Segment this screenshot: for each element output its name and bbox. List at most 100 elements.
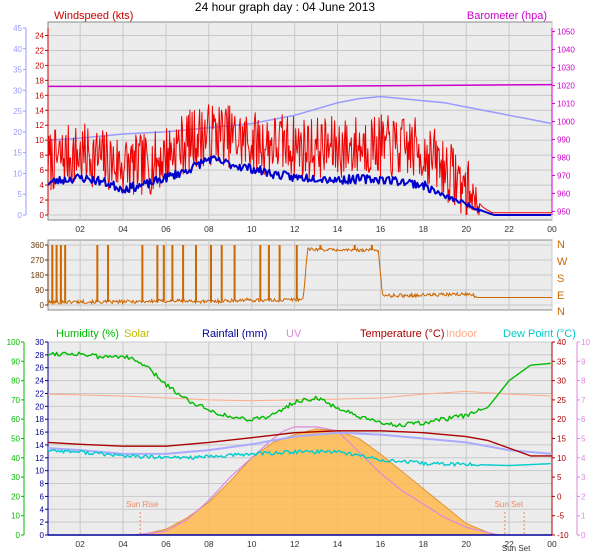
thermo-panel: 02 04 06 08 10 12 14 16 18 20 22 000102030405060708… — [7, 328, 591, 553]
y-tick-label: 60 — [11, 415, 20, 424]
y-tick-label: 28 — [35, 351, 44, 360]
thermo-legend: Humidity (%) Solar Rainfall (mm) UV Temp… — [56, 328, 576, 340]
x-tick-label: 00 — [547, 539, 557, 549]
y-tick-label: 6 — [40, 166, 45, 175]
solar-area — [140, 428, 495, 536]
x-tick-label: 18 — [419, 539, 429, 549]
y-tick-label: -5 — [557, 512, 565, 521]
y-tick-label: 960 — [557, 189, 571, 198]
y-tick-label: 970 — [557, 171, 571, 180]
y-tick-label: 2 — [40, 196, 45, 205]
y-tick-label: 6 — [40, 492, 45, 501]
y-tick-label: 1030 — [557, 64, 575, 73]
y-tick-label: 1040 — [557, 46, 575, 55]
legend-solar: Solar — [124, 328, 150, 340]
y-tick-label: 0 — [40, 211, 45, 220]
y-tick-label: 30 — [11, 473, 20, 482]
y-tick-label: 0 — [16, 531, 21, 540]
y-tick-label: 5 — [557, 473, 562, 482]
y-tick-label: 9 — [581, 357, 586, 366]
thermo-panel-axes: 02 04 06 08 10 12 14 16 18 20 22 000102030405060708… — [7, 338, 591, 549]
y-tick-label: 30 — [35, 338, 44, 347]
y-tick-label: 20 — [35, 61, 44, 70]
direction-panel-grid — [48, 240, 553, 310]
y-tick-label: 22 — [35, 46, 44, 55]
dew-point-line — [47, 449, 551, 467]
y-tick-label: 10 — [13, 169, 22, 178]
y-tick-label: 15 — [557, 435, 566, 444]
x-tick-label: 10 — [247, 224, 257, 234]
x-tick-label: 14 — [333, 539, 343, 549]
sun-event-label: Sun Set — [502, 544, 531, 553]
y-tick-label: 18 — [35, 76, 44, 85]
windspeed-average-line — [47, 155, 552, 216]
y-tick-label: 0 — [40, 531, 45, 540]
y-tick-label: 20 — [35, 402, 44, 411]
barometer-line — [48, 83, 553, 88]
y-tick-label: 950 — [557, 207, 571, 216]
x-tick-label: 16 — [376, 539, 386, 549]
x-tick-label: 14 — [333, 224, 343, 234]
y-tick-label: 4 — [40, 505, 45, 514]
y-tick-label: 0 — [18, 211, 23, 220]
y-tick-label: 8 — [581, 377, 586, 386]
y-tick-label: 180 — [31, 271, 45, 280]
y-tick-label: 20 — [13, 128, 22, 137]
compass-label-w: W — [557, 256, 568, 268]
y-tick-label: 6 — [581, 415, 586, 424]
x-tick-label: 02 — [75, 224, 85, 234]
indoor-temperature-line — [47, 390, 553, 402]
y-tick-label: 30 — [557, 377, 566, 386]
y-tick-label: 30 — [13, 86, 22, 95]
y-tick-label: 980 — [557, 153, 571, 162]
compass-labels: N W S E N — [557, 239, 568, 318]
y-tick-label: 24 — [35, 377, 44, 386]
x-tick-label: 06 — [161, 224, 171, 234]
y-tick-label: 8 — [40, 151, 45, 160]
y-tick-label: 14 — [35, 106, 44, 115]
compass-label-s: S — [557, 273, 564, 285]
chart-title: 24 hour graph day : 04 June 2013 — [195, 0, 375, 14]
y-tick-label: 0 — [40, 301, 45, 310]
wind-panel-axes: 02 04 06 08 10 12 14 16 18 20 22 000246810121416182… — [13, 24, 575, 234]
y-tick-label: 25 — [13, 107, 22, 116]
y-tick-label: 35 — [13, 66, 22, 75]
y-tick-label: 25 — [557, 396, 566, 405]
y-tick-label: 40 — [11, 454, 20, 463]
sun-event-label: Sun Set — [495, 500, 524, 509]
y-tick-label: 360 — [31, 241, 45, 250]
y-tick-label: 7 — [581, 396, 586, 405]
x-tick-label: 22 — [504, 224, 514, 234]
y-tick-label: -10 — [557, 531, 569, 540]
direction-panel-axes: 0 90 180 270 360 — [31, 241, 49, 310]
uv-line — [133, 426, 499, 536]
x-tick-label: 10 — [247, 539, 257, 549]
x-tick-label: 04 — [118, 224, 128, 234]
y-tick-label: 8 — [40, 480, 45, 489]
y-tick-label: 20 — [557, 415, 566, 424]
compass-label-e: E — [557, 290, 564, 302]
humidity-line — [48, 351, 551, 428]
y-tick-label: 16 — [35, 91, 44, 100]
y-tick-label: 1000 — [557, 118, 575, 127]
y-tick-label: 1 — [581, 512, 586, 521]
thermo-panel-series: Sun Rise Sun Set Sun Set — [47, 351, 553, 553]
y-tick-label: 90 — [11, 357, 20, 366]
x-tick-label: 12 — [290, 539, 300, 549]
y-tick-label: 10 — [557, 454, 566, 463]
legend-uv: UV — [286, 328, 302, 340]
barometer-axis-label: Barometer (hpa) — [467, 10, 547, 22]
y-tick-label: 24 — [35, 31, 44, 40]
secondary-temperature-line — [47, 431, 553, 455]
y-tick-label: 20 — [11, 492, 20, 501]
compass-label-n-bottom: N — [557, 306, 565, 318]
y-tick-label: 1010 — [557, 100, 575, 109]
wind-direction-line — [47, 247, 552, 306]
wind-panel-series — [47, 83, 553, 216]
y-tick-label: 45 — [13, 24, 22, 33]
x-tick-label: 20 — [461, 224, 471, 234]
compass-label-n-top: N — [557, 239, 565, 251]
sun-event-label: Sun Rise — [126, 500, 159, 509]
